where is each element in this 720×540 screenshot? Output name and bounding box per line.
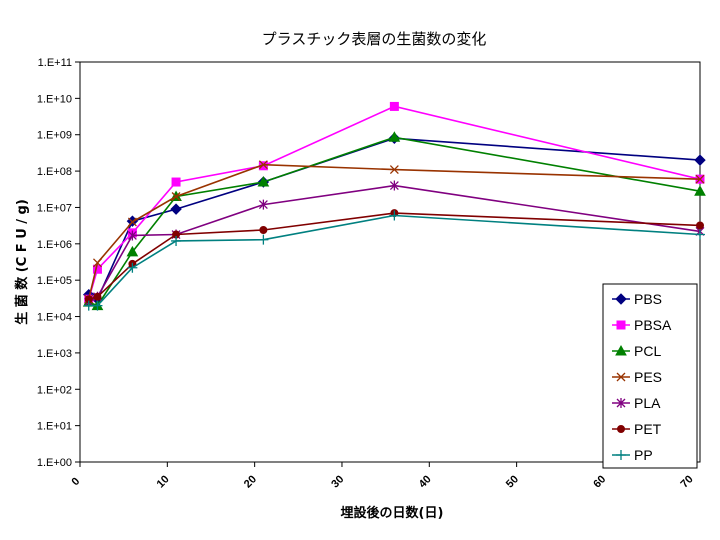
data-point-pbs: [170, 203, 182, 215]
y-tick-label: 1.E+04: [37, 312, 72, 324]
x-tick-label: 50: [504, 473, 521, 490]
data-point-pp: [92, 300, 103, 311]
y-tick-label: 1.E+10: [37, 93, 72, 105]
data-point-pet: [696, 221, 704, 230]
data-point-pet: [259, 225, 268, 234]
x-axis-label: 埋設後の日数(日): [341, 505, 444, 521]
data-point-pbsa: [171, 177, 181, 187]
data-point-pes: [695, 174, 705, 184]
legend-marker-pbs: [615, 293, 627, 305]
legend-marker-pet: [617, 425, 625, 433]
data-point-pp: [695, 229, 705, 240]
legend-label-pbsa: PBSA: [634, 317, 672, 333]
x-tick-label: 10: [155, 473, 172, 490]
legend-label-pp: PP: [634, 447, 653, 463]
x-tick-label: 70: [679, 473, 696, 490]
data-point-pes: [258, 160, 268, 170]
legend-label-pla: PLA: [634, 395, 661, 411]
y-tick-label: 1.E+05: [37, 275, 72, 287]
legend-label-pbs: PBS: [634, 291, 662, 307]
series-pp: [83, 210, 705, 311]
legend-label-pcl: PCL: [634, 343, 661, 359]
legend: PBS PBSA PCL PES PLA PET PP: [602, 283, 698, 469]
legend-marker-pp: [616, 450, 626, 460]
y-tick-label: 1.E+11: [38, 57, 72, 69]
data-point-pp: [83, 300, 94, 311]
data-point-pla: [127, 230, 137, 241]
x-axis: 0 10 20 30 40 50 60 70: [69, 462, 696, 490]
data-point-pp: [171, 235, 182, 246]
x-tick-label: 20: [242, 473, 259, 490]
x-tick-label: 60: [591, 473, 608, 490]
data-point-pes: [93, 258, 102, 268]
chart-title: プラスチック表層の生菌数の変化: [262, 30, 487, 48]
x-tick-label: 30: [329, 473, 346, 490]
y-tick-label: 1.E+08: [37, 166, 72, 178]
legend-label-pes: PES: [634, 369, 662, 385]
y-tick-label: 1.E+07: [37, 202, 72, 214]
x-tick-label: 0: [69, 475, 82, 488]
data-point-pp: [389, 210, 400, 221]
legend-marker-pbsa: [616, 320, 626, 330]
data-point-pp: [127, 262, 138, 273]
legend-marker-pcl: [615, 344, 627, 356]
data-point-pes: [171, 192, 181, 201]
y-tick-label: 1.E+09: [37, 130, 72, 142]
data-point-pcl: [694, 185, 706, 196]
legend-box: [602, 283, 698, 469]
y-axis-label: 生 菌 数 (C F U / g): [14, 199, 30, 325]
legend-label-pet: PET: [634, 421, 662, 437]
data-point-pes: [127, 217, 137, 227]
data-point-pla: [258, 199, 268, 210]
x-tick-label: 40: [417, 473, 434, 490]
plot-area: [79, 61, 701, 463]
legend-marker-pla: [616, 398, 626, 408]
y-tick-label: 1.E+02: [37, 384, 72, 396]
y-tick-label: 1.E+03: [37, 348, 72, 360]
data-point-pbs: [694, 154, 706, 166]
y-tick-label: 1.E+01: [37, 421, 72, 433]
data-point-pla: [389, 180, 399, 191]
data-point-pes: [389, 165, 399, 175]
series-layer: [82, 101, 706, 311]
data-point-pp: [258, 234, 269, 245]
legend-marker-pes: [616, 372, 626, 382]
data-point-pcl: [388, 131, 401, 142]
data-point-pcl: [257, 176, 270, 187]
y-axis: 1.E+00 1.E+01 1.E+02 1.E+03 1.E+04 1.E+05 1.E+…: [37, 57, 80, 469]
y-tick-label: 1.E+00: [37, 457, 72, 469]
data-point-pcl: [126, 245, 139, 257]
data-point-pbsa: [389, 101, 399, 111]
y-tick-label: 1.E+06: [37, 239, 72, 251]
data-point-pet: [93, 292, 102, 301]
